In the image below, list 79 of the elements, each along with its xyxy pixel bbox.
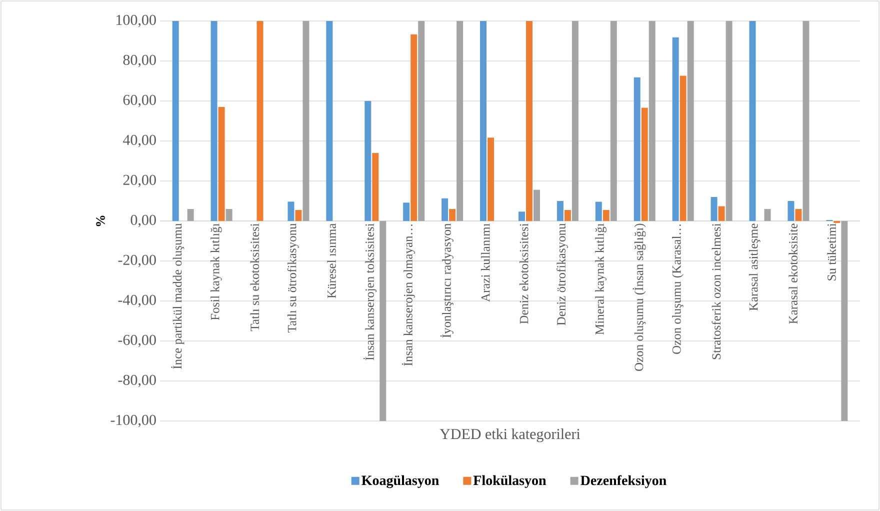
- bar: [302, 20, 310, 221]
- x-tick-label: Ozon oluşumu (Karasal…: [672, 224, 684, 354]
- bar: [380, 220, 386, 421]
- y-tick-label: -100,00: [110, 414, 156, 428]
- bar: [226, 208, 232, 221]
- bar: [218, 106, 225, 221]
- bar: [288, 202, 294, 221]
- bar: [564, 210, 571, 221]
- y-tick-label: -80,00: [118, 374, 156, 388]
- bar: [295, 210, 302, 221]
- y-axis-title: %: [96, 216, 105, 226]
- bar: [526, 20, 532, 221]
- x-tick-label: İnce partikül madde oluşumu: [171, 223, 184, 369]
- bar: [326, 20, 333, 221]
- legend-label: Flokülasyon: [473, 475, 546, 488]
- bar: [256, 20, 264, 221]
- legend-label: Dezenfeksiyon: [580, 475, 666, 488]
- x-tick-label: Karasal ekotoksisite: [788, 224, 798, 324]
- y-tick-label: 60,00: [123, 94, 156, 108]
- x-tick-label: Su tüketimi: [827, 223, 836, 280]
- bar: [364, 100, 372, 221]
- bar: [210, 20, 218, 221]
- bar: [518, 212, 525, 221]
- bar: [718, 206, 725, 221]
- y-tick-label: -60,00: [118, 334, 156, 348]
- bar: [726, 20, 732, 221]
- bar: [648, 20, 656, 221]
- y-tick-label: 100,00: [116, 14, 156, 28]
- bar: [710, 196, 718, 221]
- bar: [802, 20, 810, 221]
- x-tick-label: Deniz ötrofikasyonu: [556, 223, 568, 326]
- bar: [372, 152, 379, 221]
- bar: [687, 20, 694, 221]
- x-tick-label: Fosil kaynak kıtlığı: [210, 223, 222, 320]
- x-tick-label: Tatlı su ötrofikasyonu: [287, 223, 299, 333]
- bar: [533, 190, 540, 221]
- bar: [449, 208, 456, 221]
- bar: [749, 20, 756, 221]
- x-axis-title: YDED etki kategorileri: [440, 428, 580, 442]
- y-tick-label: 40,00: [123, 134, 156, 148]
- bar: [556, 200, 564, 221]
- bar: [410, 34, 418, 221]
- x-tick-label: Stratosferik ozon incelmesi: [712, 223, 721, 360]
- bar: [442, 198, 448, 221]
- x-tick-label: Tatlı su ekotoksisitesi: [250, 223, 260, 332]
- x-tick-label: Küresel ısınma: [327, 223, 336, 298]
- x-tick-label: Ozon oluşumu (İnsan sağlığı): [632, 224, 646, 371]
- x-tick-label: İnsan kanserojen olmayan…: [402, 224, 415, 366]
- legend-label: Koagülasyon: [362, 475, 439, 488]
- x-tick-label: Deniz ekotoksisitesi: [519, 223, 528, 324]
- bar: [641, 108, 648, 221]
- bar: [634, 77, 640, 221]
- y-tick-label: 20,00: [123, 174, 156, 188]
- bar: [172, 20, 179, 221]
- x-tick-label: Mineral kaynak kıtlığı: [595, 223, 606, 335]
- x-tick-label: İyonlaştırıcı radyasyon: [440, 223, 454, 338]
- y-tick-label: -20,00: [118, 254, 156, 268]
- bar: [572, 20, 578, 221]
- bar: [488, 138, 494, 221]
- bar: [602, 210, 610, 221]
- bar: [456, 20, 464, 221]
- bar: [595, 202, 602, 221]
- x-tick-label: Arazi kullanımı: [480, 223, 490, 302]
- y-tick-label: 0,00: [130, 214, 156, 228]
- bar: [841, 220, 848, 421]
- bar: [795, 208, 802, 221]
- x-tick-label: İnsan kanserojen toksisitesi: [364, 223, 376, 360]
- bar: [418, 20, 425, 221]
- bar: [788, 200, 794, 221]
- bar: [680, 76, 686, 221]
- bar: [672, 37, 679, 221]
- bar: [403, 202, 410, 221]
- y-tick-label: 80,00: [123, 54, 156, 68]
- bar: [480, 20, 487, 221]
- x-tick-label: Karasal asitleşme: [748, 224, 760, 311]
- bar: [610, 20, 617, 221]
- bar: [187, 208, 194, 221]
- bar: [764, 208, 771, 221]
- y-tick-label: -40,00: [118, 294, 156, 308]
